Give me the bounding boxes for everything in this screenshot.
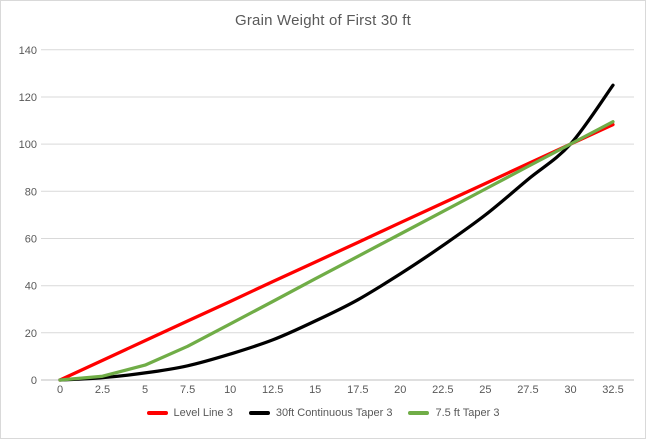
- series-line-level-line-3: [58, 122, 615, 382]
- x-tick-label: 2.5: [95, 384, 110, 396]
- legend-item-7-5-ft-taper-3: 7.5 ft Taper 3: [408, 407, 499, 419]
- legend-label: Level Line 3: [173, 407, 233, 419]
- x-tick-label: 0: [57, 384, 63, 396]
- x-tick-label: 20: [394, 384, 406, 396]
- x-tick-label: 22.5: [432, 384, 453, 396]
- x-tick-label: 17.5: [347, 384, 368, 396]
- legend-line-swatch: [408, 411, 430, 415]
- legend-label: 30ft Continuous Taper 3: [275, 407, 393, 419]
- legend-line-swatch: [146, 411, 168, 415]
- x-tick-label: 27.5: [517, 384, 538, 396]
- y-tick-label: 0: [31, 375, 37, 387]
- x-tick-label: 25: [479, 384, 491, 396]
- series-line-30ft-continuous-taper-3: [58, 83, 615, 382]
- y-tick-label: 100: [19, 139, 37, 151]
- x-tick-label: 32.5: [602, 384, 623, 396]
- series-line-7-5-ft-taper-3: [58, 120, 615, 382]
- legend: Level Line 3 30ft Continuous Taper 3 7.5 f…: [1, 407, 645, 419]
- x-tick-label: 15: [309, 384, 321, 396]
- legend-item-30ft-continuous-taper-3: 30ft Continuous Taper 3: [248, 407, 393, 419]
- chart-title: Grain Weight of First 30 ft: [234, 12, 412, 29]
- y-tick-label: 20: [25, 328, 37, 340]
- legend-line-swatch: [248, 411, 270, 415]
- x-tick-label: 5: [142, 384, 148, 396]
- y-tick-label: 40: [25, 281, 37, 293]
- y-tick-label: 140: [19, 45, 37, 57]
- x-tick-label: 30: [564, 384, 576, 396]
- y-tick-label: 80: [25, 186, 37, 198]
- legend-item-level-line-3: Level Line 3: [146, 407, 233, 419]
- legend-label: 7.5 ft Taper 3: [435, 407, 500, 419]
- x-tick-label: 10: [224, 384, 236, 396]
- y-tick-label: 120: [19, 92, 37, 104]
- x-tick-label: 7.5: [180, 384, 195, 396]
- x-tick-label: 12.5: [262, 384, 283, 396]
- y-tick-label: 60: [25, 234, 37, 246]
